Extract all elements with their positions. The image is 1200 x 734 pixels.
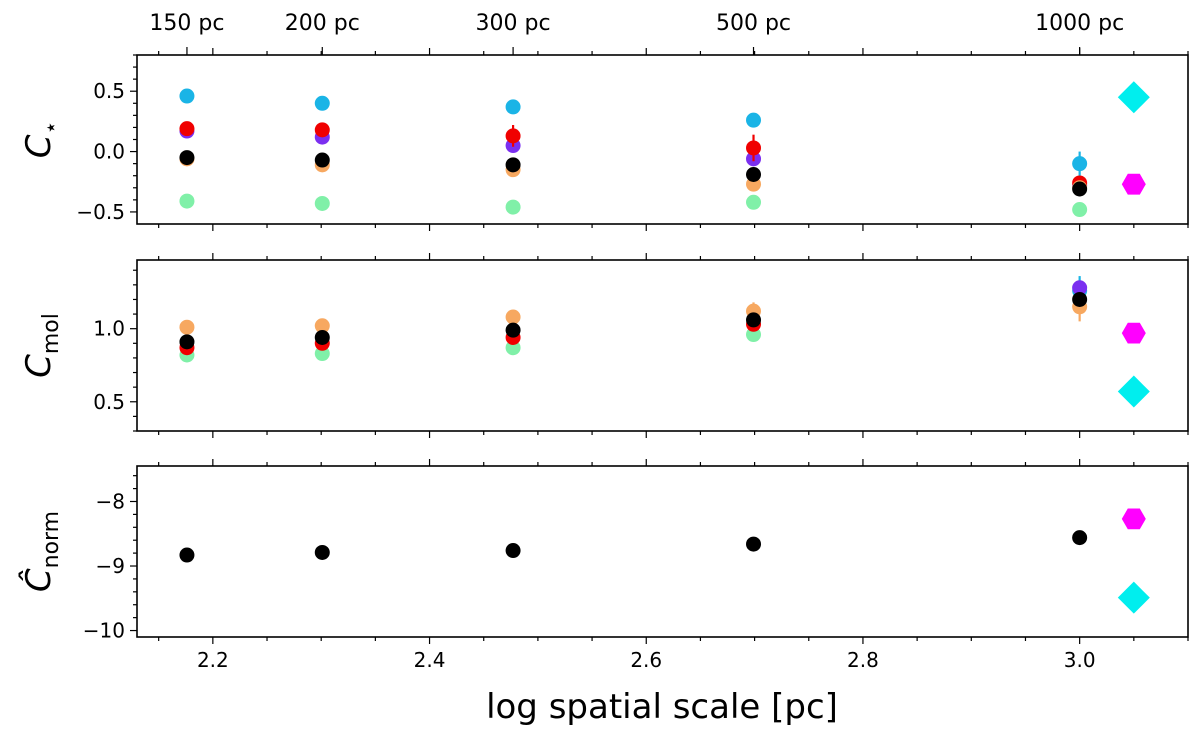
y-tick-label: −9 (96, 554, 125, 578)
x-axis-label: log spatial scale [pc] (486, 687, 838, 727)
diamond-marker (1117, 375, 1150, 408)
data-point (505, 99, 521, 115)
data-point (179, 121, 195, 137)
data-point (746, 312, 762, 328)
data-point (314, 95, 330, 111)
y-axis-label: C⋆ (19, 121, 64, 159)
y-tick-label: 1.0 (93, 317, 125, 341)
panel-c-norm: 2.2 2.4 2.6 2.8 3.0 −10 −9 −8 Ĉnorm (18, 459, 1189, 672)
data-point (179, 334, 195, 350)
data-point (1072, 280, 1088, 296)
y-tick-label: 0.5 (93, 390, 125, 414)
data-point (1072, 202, 1088, 218)
x-tick-label: 2.6 (630, 648, 662, 672)
x-tick-label: 2.2 (197, 648, 229, 672)
y-axis-label-sub: mol (39, 313, 64, 354)
data-point (505, 157, 521, 173)
panel-frame (136, 54, 1189, 225)
data-point (179, 319, 195, 335)
data-point (1072, 181, 1088, 197)
data-point (1072, 291, 1088, 307)
y-axis-label: Ĉnorm (18, 511, 64, 592)
y-tick-label: 0.5 (93, 79, 125, 103)
hexagon-marker (1121, 508, 1146, 530)
data-point (314, 544, 330, 560)
data-point (746, 536, 762, 552)
data-point (1072, 156, 1088, 172)
y-axis-label-main: C (19, 134, 59, 158)
data-point (314, 329, 330, 345)
y-axis-label: Cmol (19, 313, 64, 378)
x-tick-label: 3.0 (1064, 648, 1096, 672)
data-point (746, 194, 762, 210)
x-tick-label: 2.4 (414, 648, 446, 672)
panel-c-star: −0.5 0.0 0.5 C⋆ (19, 47, 1189, 231)
data-point (179, 193, 195, 209)
top-scale-label: 1000 pc (1035, 11, 1124, 36)
hexagon-marker (1121, 322, 1146, 344)
top-scale-labels: 150 pc 200 pc 300 pc 500 pc 1000 pc (149, 11, 1124, 36)
data-point (746, 140, 762, 156)
data-point (505, 128, 521, 144)
hexagon-marker (1121, 173, 1146, 195)
data-point (505, 543, 521, 559)
data-point (746, 167, 762, 183)
data-point (179, 547, 195, 563)
top-scale-label: 150 pc (149, 11, 224, 36)
panel-frame (136, 465, 1189, 638)
data-point (505, 322, 521, 338)
x-tick-label: 2.8 (847, 648, 879, 672)
panel-c-mol: 0.5 1.0 Cmol (19, 253, 1189, 438)
panel-frame (136, 259, 1189, 432)
data-point (314, 122, 330, 138)
y-tick-label: −8 (96, 489, 125, 513)
data-point (314, 318, 330, 334)
data-point (179, 150, 195, 166)
y-axis-label-sub: norm (39, 511, 64, 569)
data-point (505, 199, 521, 215)
top-scale-label: 500 pc (716, 11, 791, 36)
y-axis-label-main: Ĉ (18, 568, 59, 592)
y-tick-label: 0.0 (93, 140, 125, 164)
data-point (505, 309, 521, 325)
diamond-marker (1117, 81, 1150, 114)
data-point (179, 88, 195, 104)
y-axis-label-sub: ⋆ (39, 121, 64, 135)
diamond-marker (1117, 581, 1150, 614)
y-axis-label-main: C (19, 354, 59, 378)
data-point (314, 152, 330, 168)
y-tick-label: −0.5 (76, 200, 125, 224)
top-scale-label: 300 pc (476, 11, 551, 36)
top-scale-label: 200 pc (285, 11, 360, 36)
data-point (746, 112, 762, 128)
y-tick-label: −10 (83, 619, 125, 643)
data-point (314, 195, 330, 211)
data-point (1072, 530, 1088, 546)
